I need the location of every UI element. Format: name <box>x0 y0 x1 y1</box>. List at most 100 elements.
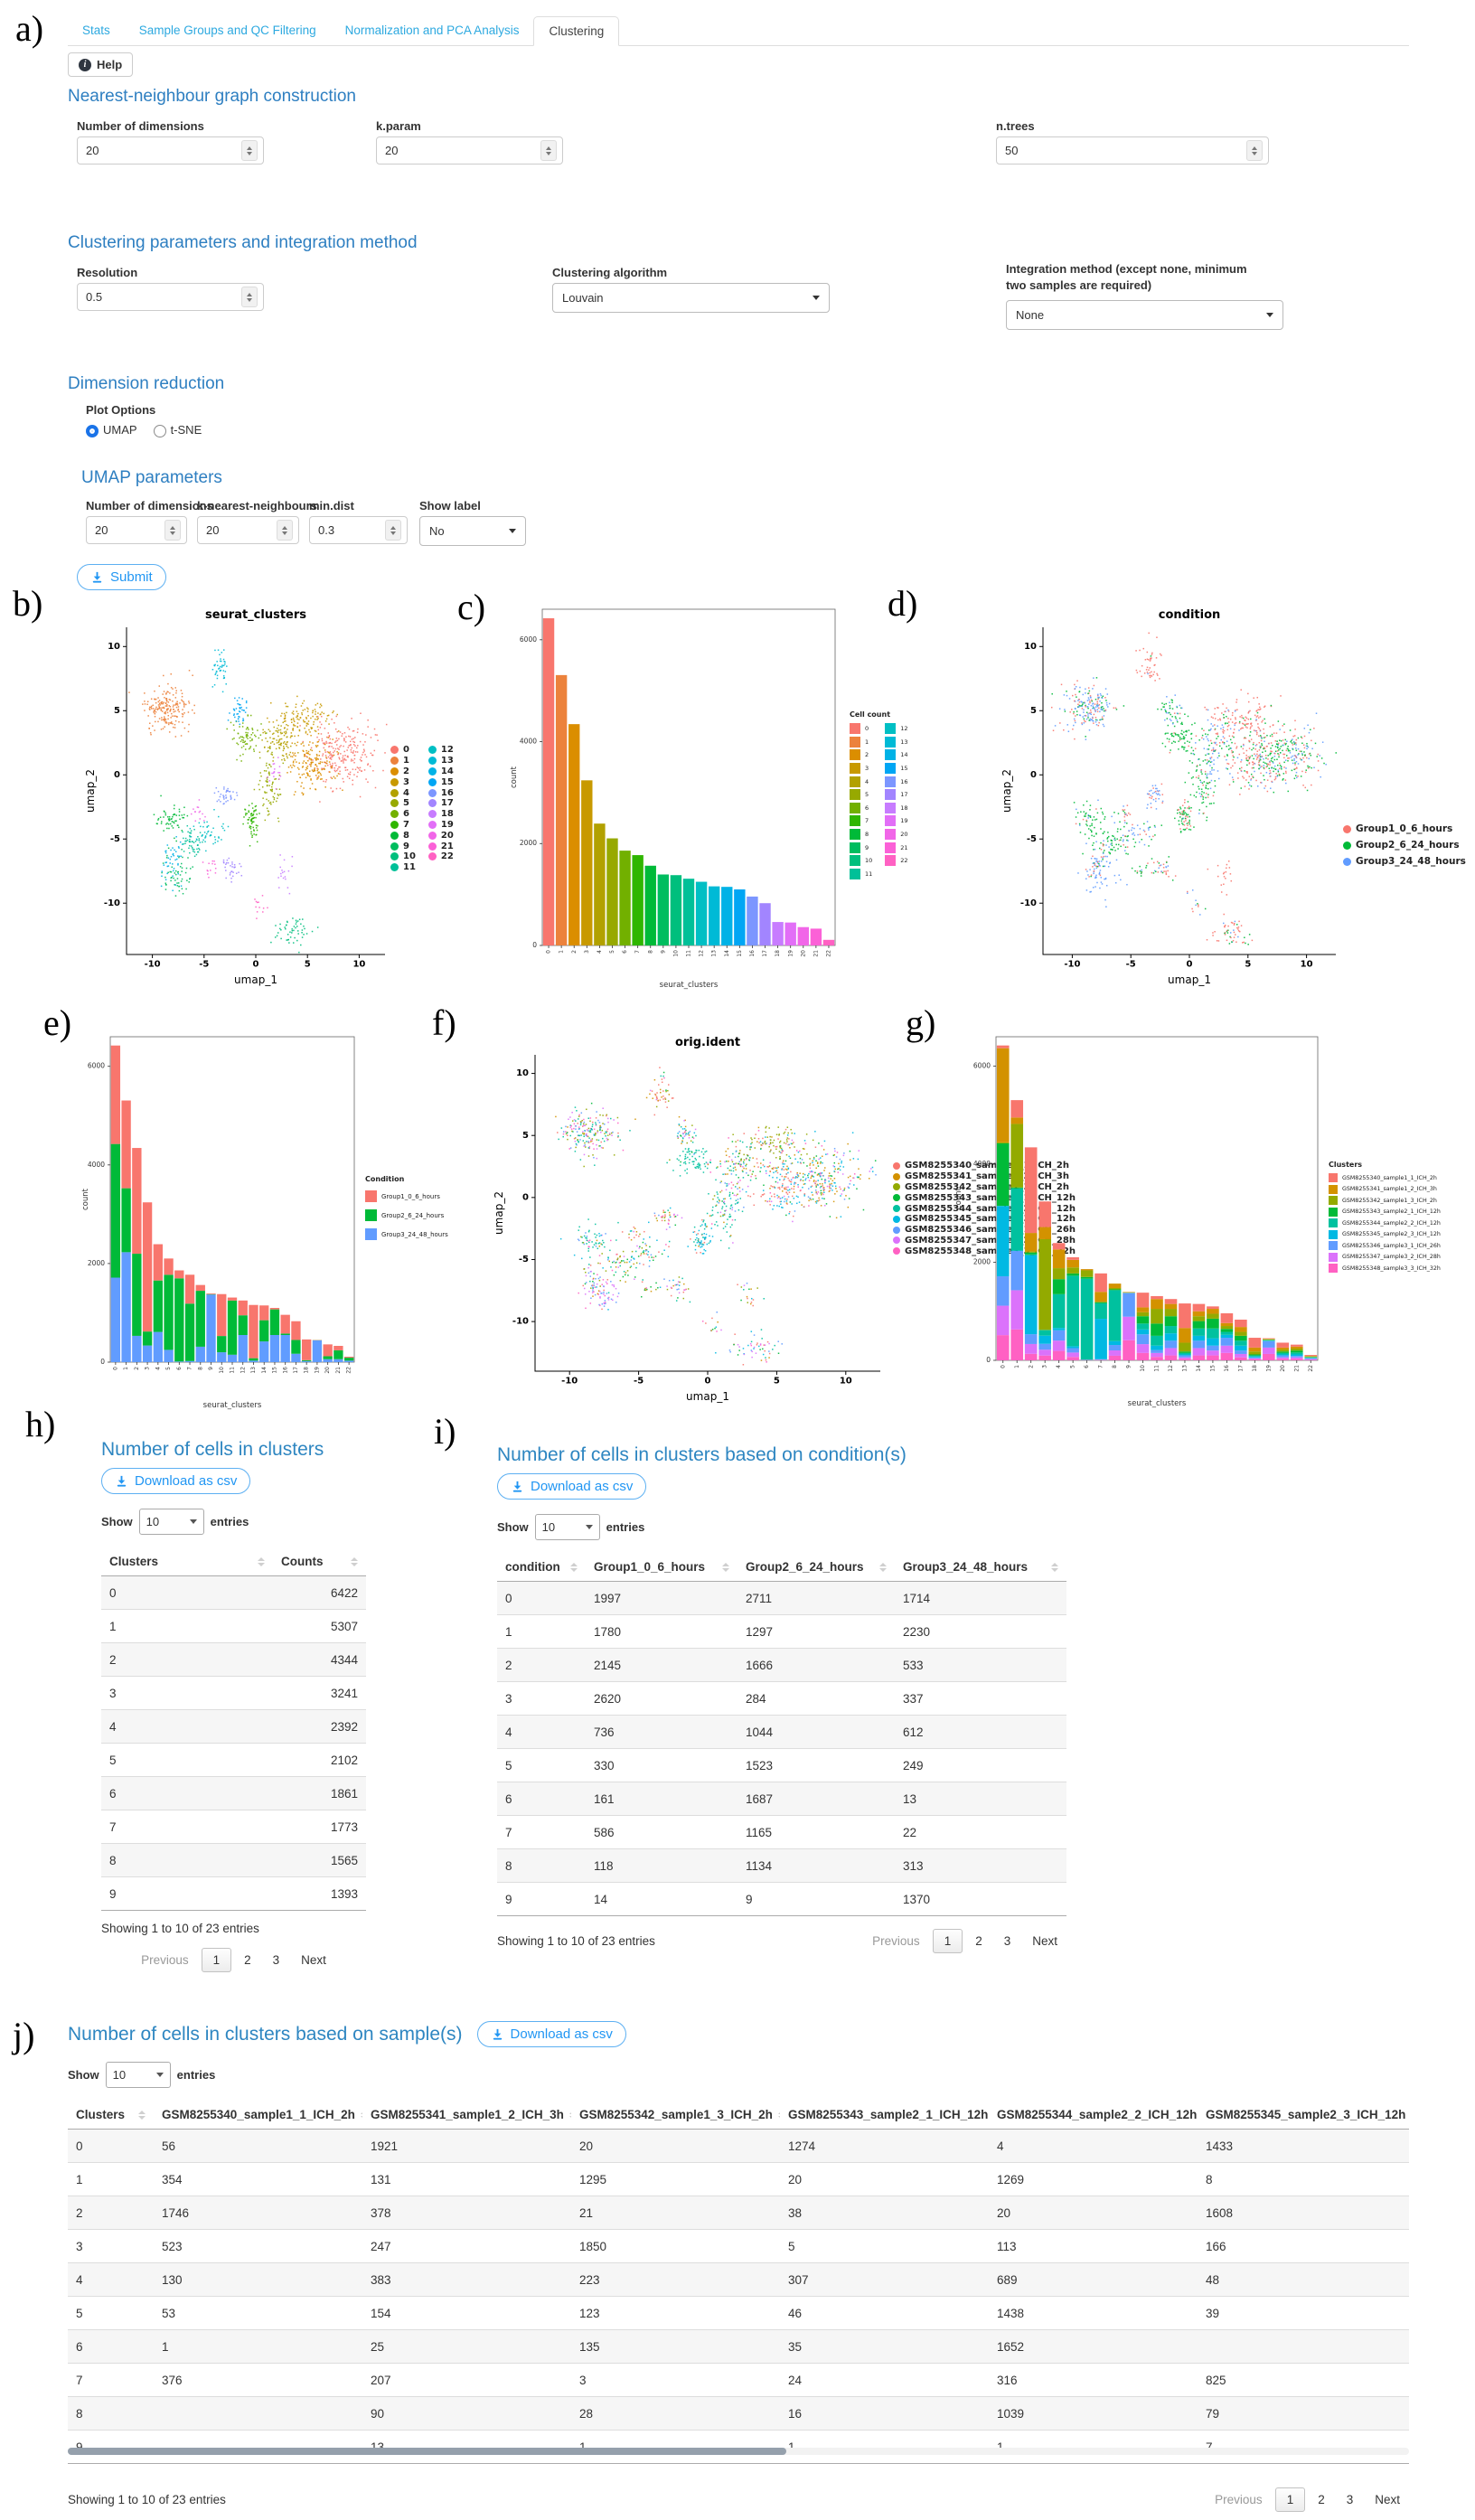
pagination-page[interactable]: 1 <box>201 1948 232 1972</box>
column-header[interactable]: GSM8255345_sample2_3_ICH_12h <box>1198 2101 1409 2130</box>
pagination-page[interactable]: 2 <box>975 1934 982 1948</box>
ntrees-input[interactable]: 50 <box>996 136 1269 165</box>
table-row[interactable]: 5 53 154 123 46 1438 39 <box>68 2296 1409 2330</box>
help-button[interactable]: i Help <box>68 52 134 77</box>
column-header[interactable]: GSM8255341_sample1_2_ICH_3h <box>362 2101 571 2130</box>
table-row[interactable]: 0 6422 <box>101 1575 366 1610</box>
pagination-page[interactable]: 2 <box>1318 2493 1325 2506</box>
legend-item: 0 <box>390 745 416 756</box>
stepper-icon[interactable] <box>277 520 293 541</box>
algorithm-select[interactable]: Louvain <box>552 283 830 313</box>
tab-stats[interactable]: Stats <box>82 24 110 37</box>
table-row[interactable]: 2 2145 1666 533 <box>497 1648 1066 1682</box>
stepper-icon[interactable] <box>1246 140 1263 161</box>
pagination-next[interactable]: Next <box>1375 2493 1400 2506</box>
legend-label: 16 <box>440 787 454 798</box>
table-row[interactable]: 5 2102 <box>101 1743 366 1777</box>
table-row[interactable]: 0 56 1921 20 1274 4 1433 <box>68 2129 1409 2163</box>
pagination-page[interactable]: 3 <box>1003 1934 1011 1948</box>
table-row[interactable]: 3 3241 <box>101 1676 366 1710</box>
legend-label: 5 <box>403 798 409 809</box>
column-header[interactable]: GSM8255342_sample1_3_ICH_2h <box>571 2101 780 2130</box>
resolution-input[interactable]: 0.5 <box>77 283 264 311</box>
table-row[interactable]: 9 14 9 1370 <box>497 1882 1066 1916</box>
umap-ndims-input[interactable]: 20 <box>86 516 187 544</box>
column-header[interactable]: Group1_0_6_hours <box>586 1553 738 1582</box>
legend-title: Clusters <box>1329 1161 1363 1169</box>
radio-umap[interactable]: UMAP <box>86 423 137 437</box>
column-header[interactable]: Counts <box>273 1547 366 1576</box>
stepper-icon[interactable] <box>385 520 401 541</box>
table-row[interactable]: 1 1780 1297 2230 <box>497 1614 1066 1649</box>
stepper-icon[interactable] <box>540 140 557 161</box>
table-row[interactable]: 3 523 247 1850 5 113 166 <box>68 2229 1409 2263</box>
pagination-previous[interactable]: Previous <box>1215 2493 1263 2506</box>
download-csv-button[interactable]: Download as csv <box>101 1468 251 1494</box>
column-header[interactable]: GSM8255340_sample1_1_ICH_2h <box>154 2101 362 2130</box>
table-row[interactable]: 3 2620 284 337 <box>497 1681 1066 1716</box>
table-row[interactable]: 2 1746 378 21 38 20 1608 <box>68 2196 1409 2230</box>
legend-label: 10 <box>403 851 416 862</box>
pagination-page[interactable]: 2 <box>244 1953 251 1967</box>
table-row[interactable]: 7 376 207 3 24 316 825 <box>68 2363 1409 2397</box>
column-header[interactable]: Group2_6_24_hours <box>738 1553 895 1582</box>
scrollbar-thumb[interactable] <box>68 2448 786 2455</box>
table-row[interactable]: 7 586 1165 22 <box>497 1815 1066 1849</box>
table-cell: 354 <box>154 2162 362 2196</box>
page-length-select[interactable]: 10 <box>138 1509 204 1535</box>
table-row[interactable]: 9 1393 <box>101 1876 366 1911</box>
pagination-next[interactable]: Next <box>1032 1934 1057 1948</box>
column-header[interactable]: Group3_24_48_hours <box>895 1553 1066 1582</box>
pagination-previous[interactable]: Previous <box>872 1934 920 1948</box>
table-row[interactable]: 6 1861 <box>101 1776 366 1810</box>
table-row[interactable]: 1 5307 <box>101 1609 366 1643</box>
integration-select[interactable]: None <box>1006 300 1283 330</box>
table-row[interactable]: 6 1 25 135 35 1652 <box>68 2329 1409 2364</box>
table-row[interactable]: 1 354 131 1295 20 1269 8 <box>68 2162 1409 2196</box>
tab-sample-groups-qc[interactable]: Sample Groups and QC Filtering <box>138 24 316 37</box>
table-row[interactable]: 6 161 1687 13 <box>497 1782 1066 1816</box>
table-row[interactable]: 4 736 1044 612 <box>497 1715 1066 1749</box>
tab-clustering[interactable]: Clustering <box>533 16 620 46</box>
table-row[interactable]: 8 1565 <box>101 1843 366 1877</box>
table-row[interactable]: 7 1773 <box>101 1810 366 1844</box>
mindist-input[interactable]: 0.3 <box>309 516 408 544</box>
kparam-input[interactable]: 20 <box>376 136 563 165</box>
table-row[interactable]: 8 118 1134 313 <box>497 1848 1066 1883</box>
stepper-icon[interactable] <box>164 520 181 541</box>
table-row[interactable]: 4 130 383 223 307 689 48 <box>68 2262 1409 2297</box>
stepper-icon[interactable] <box>241 287 258 307</box>
column-header[interactable]: GSM8255344_sample2_2_ICH_12h <box>989 2101 1198 2130</box>
pagination-page[interactable]: 1 <box>1274 2487 1306 2512</box>
download-csv-button[interactable]: Download as csv <box>476 2021 626 2047</box>
table-row[interactable]: 8 90 28 16 1039 79 <box>68 2396 1409 2431</box>
table-row[interactable]: 4 2392 <box>101 1709 366 1744</box>
tab-normalization-pca[interactable]: Normalization and PCA Analysis <box>344 24 520 37</box>
pagination-previous[interactable]: Previous <box>141 1953 189 1967</box>
pagination-page[interactable]: 3 <box>1346 2493 1354 2506</box>
column-header[interactable]: Clusters <box>68 2101 154 2130</box>
knn-input[interactable]: 20 <box>197 516 299 544</box>
page-length-select[interactable]: 10 <box>534 1514 600 1540</box>
column-header[interactable]: Clusters <box>101 1547 273 1576</box>
submit-button[interactable]: Submit <box>77 564 166 590</box>
table-row[interactable]: 0 1997 2711 1714 <box>497 1581 1066 1615</box>
ndims-input[interactable]: 20 <box>77 136 264 165</box>
download-csv-button[interactable]: Download as csv <box>497 1473 647 1500</box>
pagination-next[interactable]: Next <box>301 1953 326 1967</box>
pagination-page[interactable]: 3 <box>272 1953 280 1967</box>
table-row[interactable]: 9131117 <box>68 2430 1409 2464</box>
radio-tsne[interactable]: t-SNE <box>153 423 202 437</box>
table-cell: 131 <box>362 2162 571 2196</box>
page-length-select[interactable]: 10 <box>105 2062 171 2088</box>
column-header[interactable]: GSM8255343_sample2_1_ICH_12h <box>780 2101 989 2130</box>
column-header[interactable]: condition <box>497 1553 586 1582</box>
table-row[interactable]: 5 330 1523 249 <box>497 1748 1066 1782</box>
condition-table-title: Number of cells in clusters based on con… <box>497 1444 907 1465</box>
horizontal-scrollbar[interactable] <box>68 2448 1409 2455</box>
pagination-page[interactable]: 1 <box>932 1929 963 1953</box>
stepper-icon[interactable] <box>241 140 258 161</box>
table-row[interactable]: 2 4344 <box>101 1642 366 1677</box>
showlabel-select[interactable]: No <box>419 516 526 546</box>
legend-label: 15 <box>440 776 454 787</box>
